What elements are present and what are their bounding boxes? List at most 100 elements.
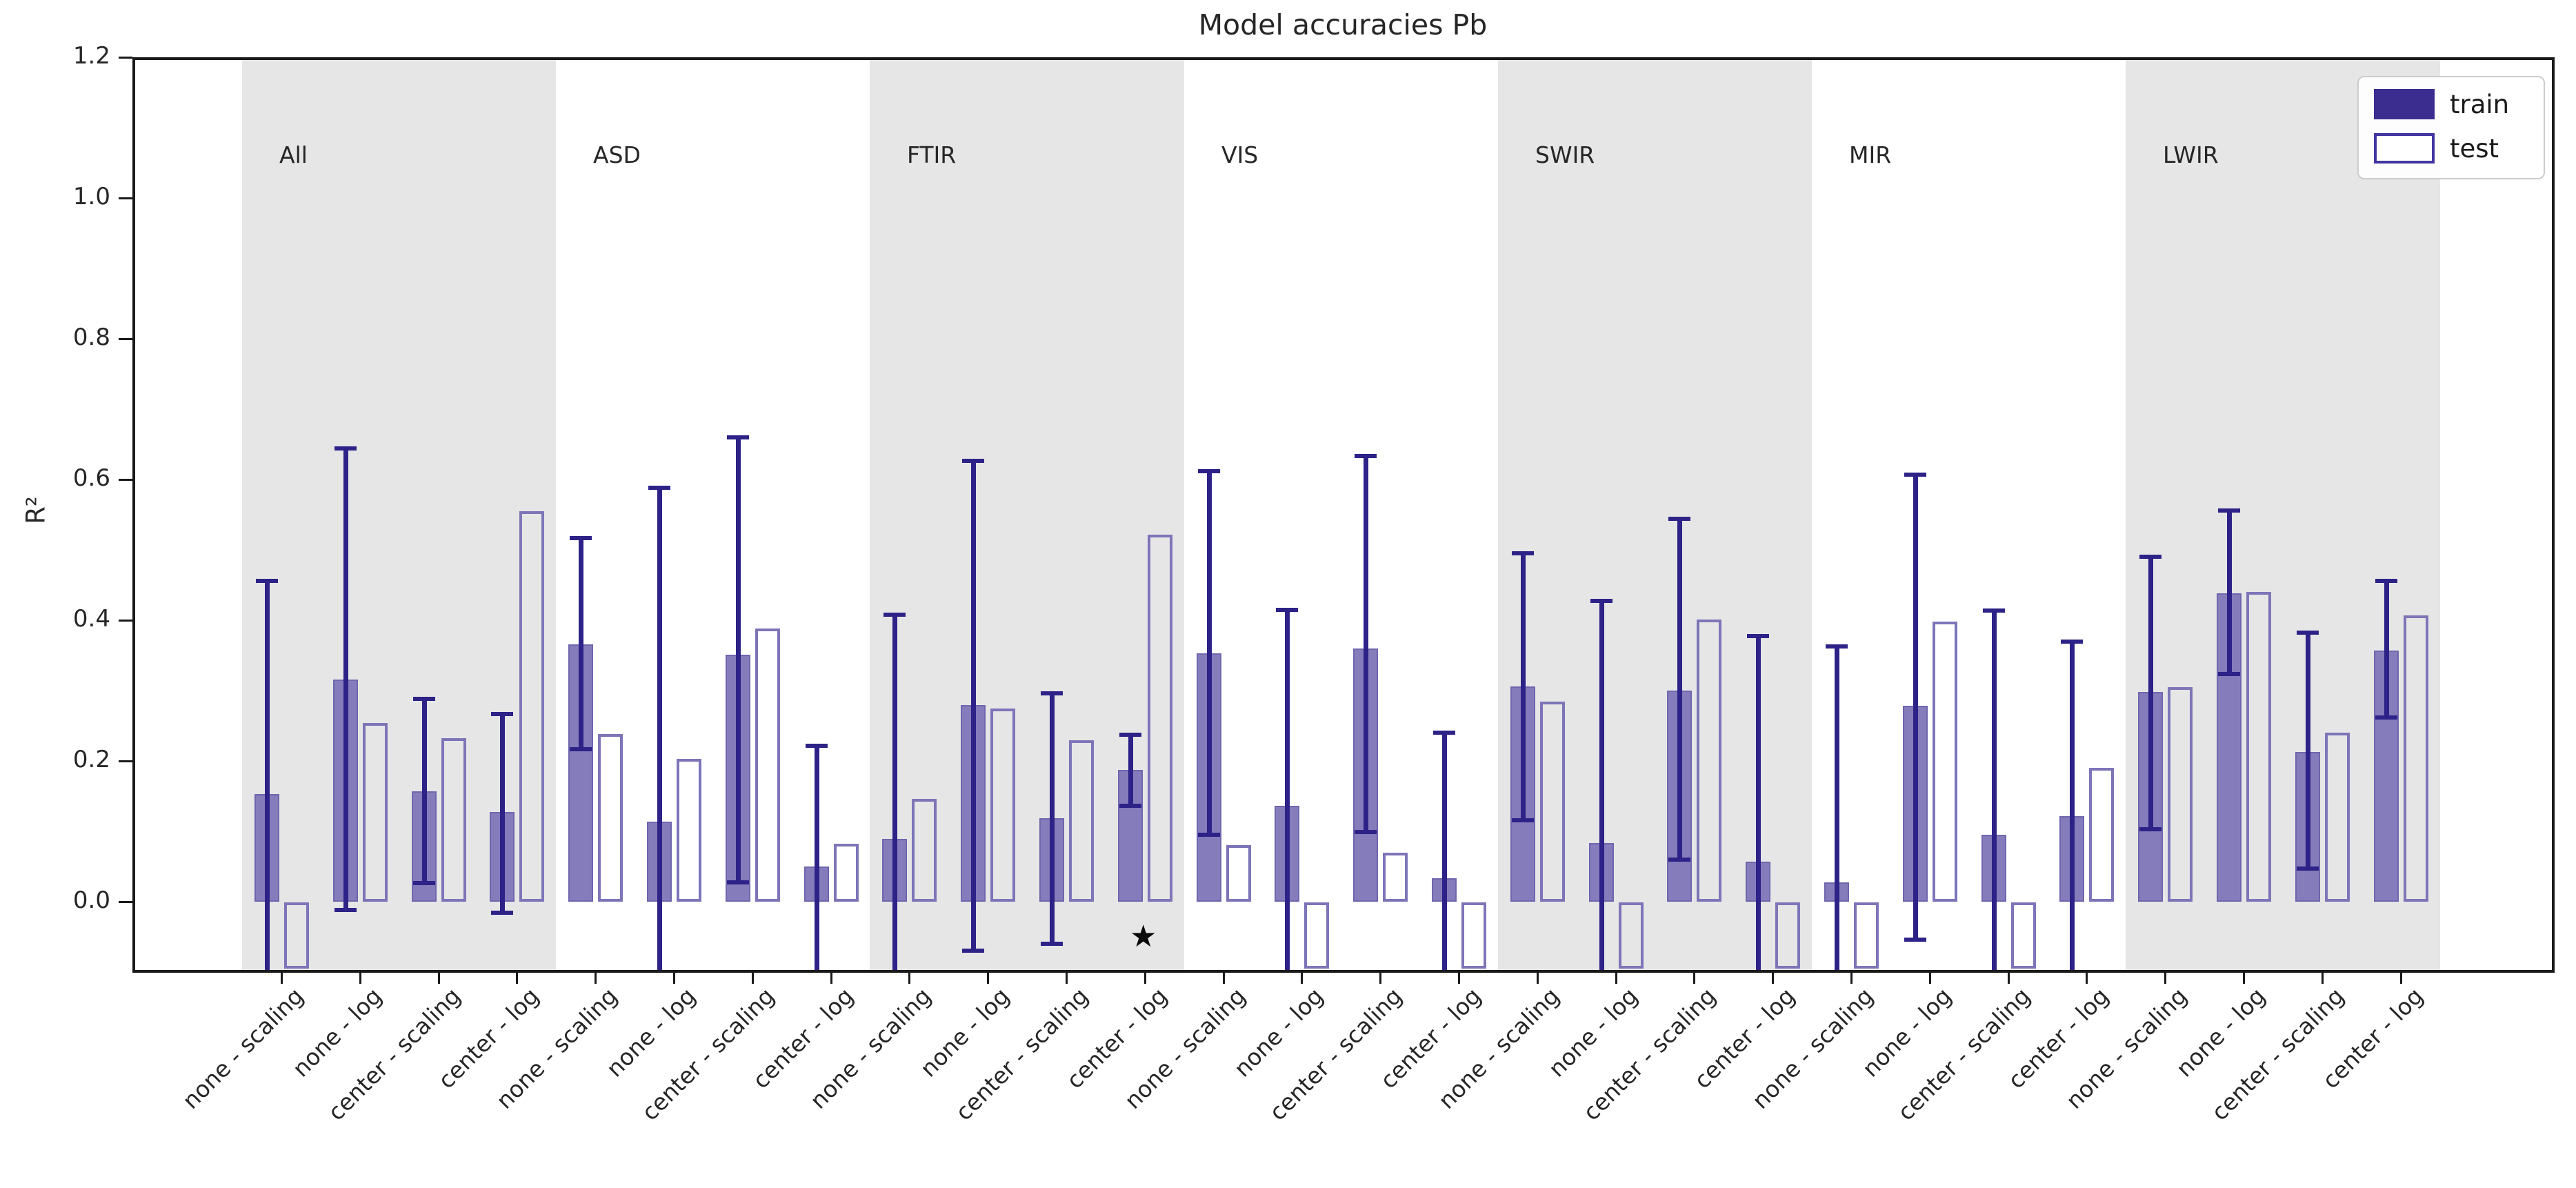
- group-label-lwir: LWIR: [2163, 141, 2219, 168]
- train-error-cap-top: [1590, 599, 1613, 603]
- legend-row-test: test: [2374, 131, 2544, 166]
- train-error-cap-top: [570, 536, 592, 540]
- group-label-swir: SWIR: [1535, 141, 1595, 168]
- train-error-cap-bottom: [570, 747, 592, 751]
- test-bar: [441, 738, 466, 902]
- group-label-ftir: FTIR: [907, 141, 957, 168]
- y-tick-mark: [119, 338, 132, 340]
- y-tick-mark: [119, 197, 132, 199]
- x-tick-label: none - scaling: [177, 982, 309, 1114]
- train-error-cap-top: [335, 446, 357, 451]
- train-error-bar: [343, 448, 348, 910]
- train-error-cap-top: [1904, 473, 1926, 477]
- train-error-bar: [2384, 580, 2389, 717]
- legend-test-label: test: [2450, 133, 2499, 164]
- x-tick-mark: [438, 970, 440, 984]
- group-label-vis: VIS: [1221, 141, 1259, 168]
- test-bar: [1619, 902, 1644, 969]
- train-bar: [2374, 651, 2399, 902]
- x-tick-mark: [1615, 970, 1617, 984]
- train-error-cap-bottom: [2139, 827, 2161, 831]
- x-tick-label: center - scaling: [322, 982, 466, 1126]
- train-error-cap-top: [413, 697, 435, 701]
- train-error-cap-top: [1826, 644, 1848, 649]
- x-tick-mark: [1301, 970, 1303, 984]
- left-spine: [132, 57, 135, 972]
- train-error-cap-bottom: [413, 881, 435, 885]
- train-error-cap-bottom: [1904, 938, 1926, 942]
- test-bar: [1775, 902, 1800, 969]
- group-label-all: All: [279, 141, 308, 168]
- train-error-cap-top: [1512, 551, 1534, 555]
- test-bar: [755, 628, 780, 902]
- y-tick-label: 0.6: [72, 464, 110, 492]
- x-tick-mark: [2322, 970, 2324, 984]
- train-error-bar: [500, 713, 505, 913]
- x-tick-mark: [673, 970, 675, 984]
- test-bar: [677, 759, 701, 902]
- train-error-cap-top: [962, 459, 984, 463]
- train-error-bar: [1756, 635, 1761, 970]
- test-bar: [2168, 687, 2193, 902]
- x-tick-label: center - scaling: [1264, 982, 1408, 1126]
- train-error-bar: [2148, 556, 2153, 829]
- train-error-cap-bottom: [2218, 672, 2240, 676]
- significance-star-marker: ★: [1130, 919, 1157, 954]
- test-bar: [834, 844, 859, 902]
- train-error-cap-bottom: [1355, 830, 1377, 834]
- x-tick-mark: [1850, 970, 1853, 984]
- train-error-bar: [1913, 474, 1918, 940]
- y-tick-mark: [119, 57, 132, 59]
- train-error-bar: [1207, 471, 1212, 835]
- test-bar: [2089, 768, 2114, 902]
- train-error-bar: [1677, 518, 1682, 860]
- train-error-cap-top: [1433, 731, 1455, 735]
- y-tick-label: 0.4: [72, 605, 110, 633]
- x-tick-mark: [281, 970, 283, 984]
- train-error-cap-top: [2375, 579, 2397, 583]
- group-label-mir: MIR: [1849, 141, 1892, 168]
- x-tick-mark: [752, 970, 754, 984]
- test-bar: [912, 799, 937, 902]
- test-bar: [2325, 733, 2350, 902]
- train-error-cap-top: [1355, 454, 1377, 458]
- train-error-bar: [1442, 732, 1447, 970]
- x-tick-mark: [1066, 970, 1068, 984]
- y-tick-label: 0.0: [72, 887, 110, 914]
- train-error-bar: [1364, 455, 1368, 832]
- chart-title: Model accuracies Pb: [1198, 8, 1488, 41]
- train-error-cap-bottom: [1198, 833, 1220, 837]
- x-tick-mark: [2243, 970, 2245, 984]
- top-spine: [132, 57, 2555, 60]
- x-tick-mark: [2400, 970, 2402, 984]
- train-error-bar: [815, 745, 819, 970]
- test-bar: [1933, 622, 1957, 902]
- x-tick-label: center - scaling: [2206, 982, 2350, 1126]
- train-error-bar: [1835, 646, 1839, 970]
- x-tick-mark: [595, 970, 597, 984]
- x-tick-label: center - scaling: [950, 982, 1094, 1126]
- legend-train-swatch: [2374, 89, 2435, 119]
- train-error-bar: [2227, 510, 2232, 674]
- train-error-bar: [736, 437, 741, 882]
- test-bar: [519, 511, 544, 902]
- test-bar: [1383, 853, 1408, 902]
- test-bar: [1854, 902, 1879, 969]
- train-error-cap-bottom: [491, 911, 513, 915]
- x-tick-mark: [2008, 970, 2010, 984]
- train-error-cap-bottom: [962, 949, 984, 953]
- legend-train-label: train: [2450, 89, 2510, 119]
- train-error-cap-bottom: [335, 908, 357, 912]
- y-tick-label: 1.2: [72, 42, 110, 70]
- test-bar: [1226, 845, 1251, 902]
- right-spine: [2552, 57, 2555, 972]
- train-error-cap-top: [1983, 608, 2005, 613]
- test-bar: [284, 902, 309, 969]
- train-error-cap-top: [2061, 640, 2083, 644]
- train-error-cap-top: [256, 579, 278, 583]
- train-error-cap-bottom: [1512, 818, 1534, 822]
- x-tick-mark: [516, 970, 518, 984]
- x-tick-mark: [1693, 970, 1695, 984]
- x-tick-mark: [987, 970, 989, 984]
